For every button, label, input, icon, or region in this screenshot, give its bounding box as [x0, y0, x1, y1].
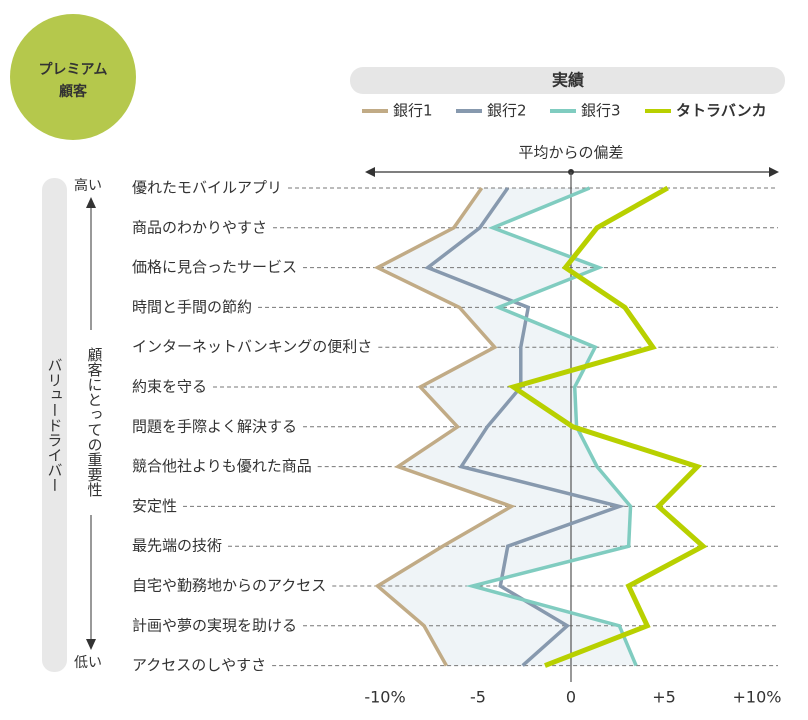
legend-label: 銀行1: [393, 102, 433, 120]
series-line: [424, 186, 626, 667]
category-label: 競合他社よりも優れた商品: [132, 457, 312, 475]
arrow-up-head: [86, 197, 96, 208]
series-line: [373, 186, 516, 667]
category-label: 問題を手際よく解決する: [132, 417, 297, 435]
x-tick-label: +5: [652, 688, 676, 707]
category-label: 計画や夢の実現を助ける: [132, 616, 297, 634]
x-tick-label: -5: [470, 688, 486, 707]
importance-label: 顧客にとっての重要性: [86, 347, 104, 497]
legend-label: 銀行2: [487, 102, 527, 120]
category-label: 約束を守る: [132, 378, 207, 396]
badge-text: 顧客: [59, 83, 88, 100]
x-axis-label: 平均からの偏差: [518, 144, 623, 162]
legend-label: 銀行3: [581, 102, 621, 120]
chart-title: 実績: [552, 71, 584, 90]
category-label: 安定性: [132, 497, 177, 515]
x-tick-label: -10%: [364, 688, 405, 707]
category-label: 最先端の技術: [132, 537, 222, 555]
category-label: インターネットバンキングの便利さ: [132, 338, 372, 356]
x-tick-label: +10%: [733, 688, 782, 707]
y-label-pill: [42, 178, 67, 672]
legend-label: タトラバンカ: [676, 102, 767, 120]
importance-high: 高い: [74, 177, 102, 194]
category-label: 優れたモバイルアプリ: [132, 179, 282, 197]
y-axis-label: バリュードライバー: [46, 358, 64, 493]
title-pill: [350, 67, 785, 94]
badge-text: プレミアム: [38, 62, 107, 78]
category-label: 価格に見合ったサービス: [132, 258, 297, 276]
category-label: 商品のわかりやすさ: [132, 218, 267, 236]
arrow-down-head: [86, 639, 96, 650]
category-label: 時間と手間の節約: [132, 298, 252, 316]
category-label: アクセスのしやすさ: [132, 656, 266, 674]
category-label: 自宅や勤務地からのアクセス: [132, 577, 326, 595]
series-line: [507, 185, 708, 668]
importance-low: 低い: [74, 655, 102, 671]
x-tick-label: 0: [566, 688, 576, 707]
badge: [10, 14, 136, 140]
